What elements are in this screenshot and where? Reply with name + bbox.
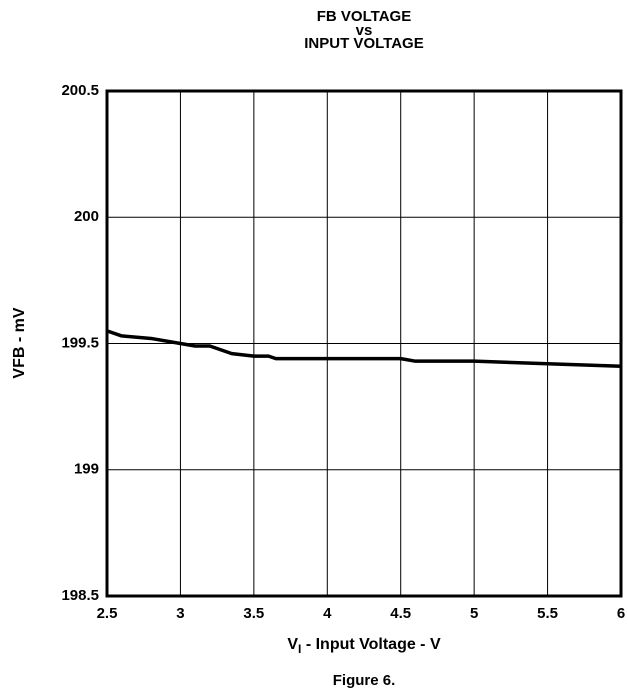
chart-title: INPUT VOLTAGE <box>304 35 423 52</box>
x-tick-label: 3.5 <box>243 605 264 622</box>
y-tick-label: 199.5 <box>61 334 99 351</box>
x-axis-label: VI - Input Voltage - V <box>287 636 441 656</box>
caption: Figure 6. <box>333 672 396 689</box>
x-tick-label: 5.5 <box>537 605 558 622</box>
x-tick-label: 4.5 <box>390 605 411 622</box>
y-tick-label: 200 <box>74 208 99 225</box>
data-line <box>106 329 622 368</box>
x-label-subscript: I <box>298 642 301 656</box>
y-axis-label: VFB - mV <box>11 307 28 378</box>
plot-frame <box>105 89 623 598</box>
x-label-part: - Input Voltage - V <box>301 636 441 653</box>
x-tick-label: 5 <box>470 605 478 622</box>
y-tick-label: 200.5 <box>61 82 99 99</box>
x-tick-label: 4 <box>323 605 332 622</box>
chart-title: vs <box>356 22 373 39</box>
x-tick-label: 6 <box>617 605 625 622</box>
chart-title: FB VOLTAGE <box>317 8 411 25</box>
x-tick-label: 2.5 <box>97 605 118 622</box>
x-label-part: V <box>287 636 298 653</box>
y-tick-label: 198.5 <box>61 587 99 604</box>
x-tick-label: 3 <box>176 605 184 622</box>
y-tick-label: 199 <box>74 461 99 478</box>
